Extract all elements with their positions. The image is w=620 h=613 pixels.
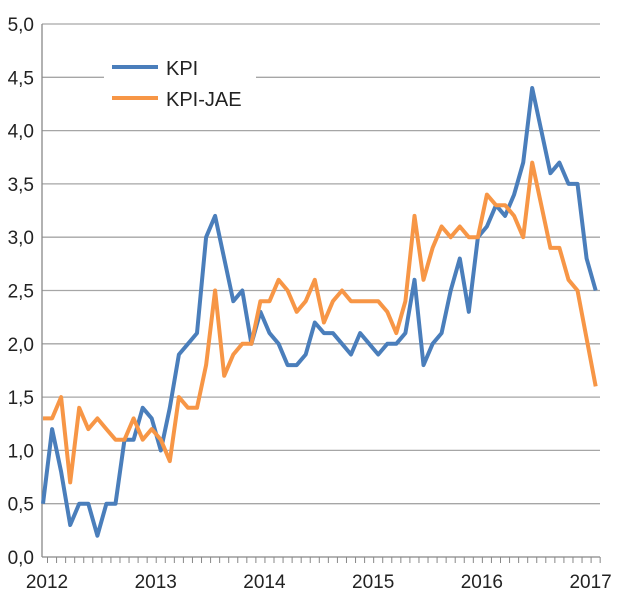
series-line-kpi [43,88,596,536]
y-tick-label: 4,0 [8,122,34,143]
y-tick-label: 5,0 [8,15,34,36]
y-tick-label: 1,0 [8,441,34,462]
legend: KPI KPI-JAE [104,45,256,117]
y-tick-label: 0,5 [8,495,34,516]
y-tick-label: 1,5 [8,388,34,409]
x-tick-label: 2017 [569,572,611,593]
y-tick-label: 3,0 [8,228,34,249]
x-tick-label: 2014 [243,572,286,593]
series-lines [43,88,596,536]
x-tick-label: 2015 [352,572,394,593]
y-tick-label: 2,5 [8,282,34,303]
x-tick-label: 2012 [26,572,68,593]
y-tick-label: 3,5 [8,175,34,196]
x-tick-label: 2016 [461,572,503,593]
y-tick-label: 2,0 [8,335,34,356]
x-tick-label: 2013 [135,572,177,593]
y-tick-label: 4,5 [8,68,34,89]
series-line-kpi-jae [43,163,596,483]
y-tick-label: 0,0 [8,548,34,569]
legend-label-kpi: KPI [166,58,198,80]
y-axis-tick-labels: 0,0 0,5 1,0 1,5 2,0 2,5 3,0 3,5 4,0 4,5 5,0 [8,15,34,569]
legend-label-kpi-jae: KPI-JAE [166,89,242,111]
x-axis-tick-labels: 2012 2013 2014 2015 2016 2017 [26,572,612,593]
